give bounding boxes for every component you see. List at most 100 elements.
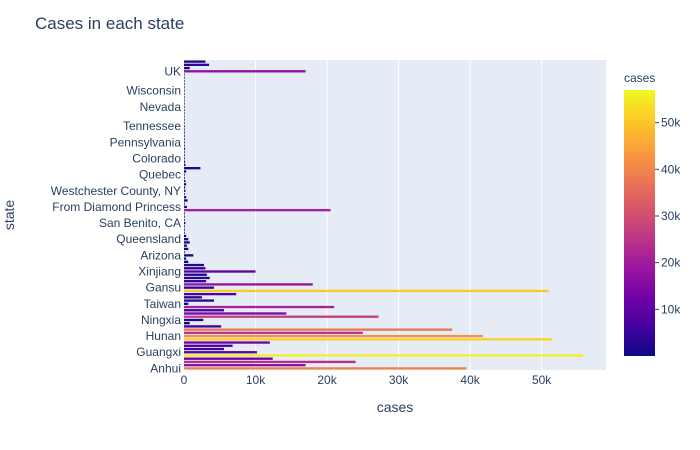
- bar: [184, 150, 185, 154]
- bar: [184, 176, 185, 180]
- y-tick-label: UK: [164, 64, 181, 78]
- bar: [184, 296, 202, 299]
- bar: [184, 86, 185, 89]
- bar: [184, 221, 186, 225]
- bar: [184, 60, 206, 63]
- bar: [184, 163, 186, 167]
- colorbar-tick-label: 10k: [661, 302, 681, 316]
- bar: [184, 241, 190, 244]
- bar: [184, 70, 306, 73]
- colorbar-tick-labels: 10k 20k 30k 40k 50k: [655, 116, 681, 316]
- y-tick-label: San Benito, CA: [99, 216, 181, 230]
- bar: [184, 186, 186, 189]
- colorbar-title: cases: [624, 71, 655, 85]
- bar: [184, 173, 185, 176]
- x-axis-title: cases: [377, 399, 414, 415]
- bar: [184, 218, 185, 222]
- bar: [184, 131, 185, 134]
- bar: [184, 254, 194, 257]
- y-tick-label: Ningxia: [141, 313, 181, 327]
- bar: [184, 309, 225, 312]
- bar: [184, 283, 313, 286]
- y-tick-label: Queensland: [116, 232, 181, 246]
- bar: [184, 280, 207, 283]
- bar: [184, 102, 185, 105]
- bar: [184, 302, 189, 305]
- y-axis-title: state: [1, 200, 17, 231]
- bar: [184, 73, 185, 76]
- bar: [184, 89, 185, 92]
- bar: [184, 92, 185, 96]
- bar: [184, 154, 185, 157]
- bar: [184, 347, 225, 351]
- colorbar-tick-label: 50k: [661, 116, 681, 130]
- bar: [184, 196, 187, 199]
- bar: [184, 66, 190, 70]
- bar: [184, 367, 467, 370]
- bar: [184, 276, 210, 280]
- bar: [184, 263, 205, 267]
- bar: [184, 328, 453, 331]
- y-tick-label: Tennessee: [123, 119, 181, 133]
- bar: [184, 170, 187, 173]
- x-tick-label: 30k: [389, 373, 409, 387]
- bar: [184, 112, 185, 115]
- y-tick-label: From Diamond Princess: [52, 200, 181, 214]
- bar: [184, 228, 185, 231]
- bar: [184, 238, 189, 241]
- plot-background: [184, 60, 606, 370]
- y-tick-label: Quebec: [139, 168, 181, 182]
- bar: [184, 141, 185, 144]
- bar: [184, 354, 584, 357]
- bar: [184, 325, 222, 328]
- y-tick-label: Guangxi: [136, 345, 181, 359]
- bar: [184, 331, 363, 335]
- y-tick-label: Gansu: [146, 281, 181, 295]
- bar: [184, 357, 273, 360]
- bar: [184, 341, 270, 344]
- colorbar-tick-label: 20k: [661, 256, 681, 270]
- bar: [184, 125, 185, 128]
- x-tick-label: 20k: [317, 373, 337, 387]
- y-tick-label: Westchester County, NY: [51, 184, 181, 198]
- bar: [184, 157, 185, 160]
- x-tick-label: 0: [181, 373, 188, 387]
- x-gridlines: [183, 60, 543, 370]
- colorbar: [624, 90, 655, 356]
- bar: [184, 99, 185, 102]
- bar: [184, 160, 186, 163]
- bar: [184, 267, 206, 270]
- bar: [184, 305, 335, 309]
- bar: [184, 167, 201, 170]
- bar: [184, 128, 185, 131]
- bar: [184, 234, 187, 238]
- colorbar-tick-label: 40k: [661, 162, 681, 176]
- x-tick-label: 40k: [460, 373, 480, 387]
- bar: [184, 63, 210, 67]
- bar: [184, 351, 257, 354]
- bar: [184, 208, 331, 212]
- bar: [184, 250, 185, 254]
- bar: [184, 270, 256, 273]
- bar: [184, 215, 185, 218]
- bar: [184, 312, 287, 315]
- bar: [184, 144, 185, 147]
- y-tick-label: Colorado: [132, 151, 181, 165]
- bar: [184, 76, 185, 79]
- x-tick-label: 50k: [532, 373, 552, 387]
- bar: [184, 360, 356, 364]
- bar: [184, 225, 185, 228]
- y-tick-label: Nevada: [140, 100, 182, 114]
- bar: [184, 121, 185, 125]
- x-tick-labels: 0 10k 20k 30k 40k 50k: [181, 373, 553, 387]
- y-tick-label: Hunan: [146, 329, 181, 343]
- bar: [184, 289, 549, 293]
- bar: [184, 260, 189, 263]
- y-tick-label: Wisconsin: [126, 84, 181, 98]
- bar: [184, 338, 553, 341]
- colorbar-tick-label: 30k: [661, 209, 681, 223]
- bar: [184, 134, 185, 138]
- bars: [184, 60, 584, 370]
- y-tick-label: Arizona: [140, 248, 181, 262]
